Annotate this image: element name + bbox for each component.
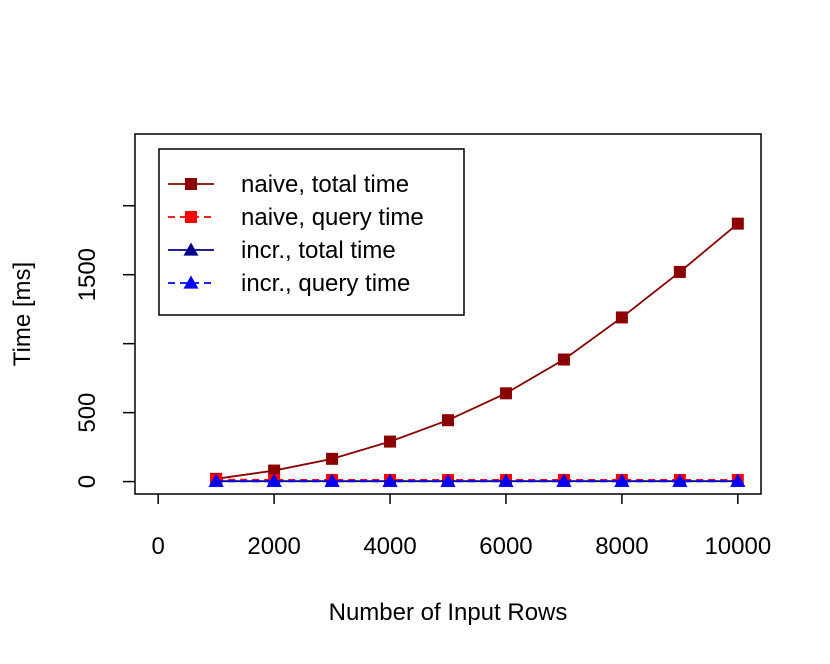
data-point <box>324 473 340 487</box>
data-point <box>673 265 686 278</box>
x-tick-label: 10000 <box>704 533 771 560</box>
y-axis: 0 500 1500 <box>74 204 135 488</box>
series-2 <box>210 473 744 486</box>
data-point <box>268 464 281 477</box>
y-tick-label: 0 <box>74 475 101 488</box>
legend-label: incr., query time <box>241 270 410 297</box>
x-tick-label: 6000 <box>479 533 532 560</box>
legend-marker <box>183 242 199 256</box>
data-point <box>266 473 282 487</box>
data-point <box>730 473 746 487</box>
legend-label: naive, query time <box>241 204 424 231</box>
legend-label: naive, total time <box>241 171 409 198</box>
legend: naive, total time naive, query time incr.,… <box>158 148 465 316</box>
data-point <box>499 387 512 400</box>
data-point <box>557 353 570 366</box>
data-point <box>556 473 572 487</box>
legend-marker <box>183 275 199 289</box>
legend-marker <box>185 211 197 223</box>
x-tick-label: 2000 <box>247 533 300 560</box>
y-tick-label: 1500 <box>74 248 101 301</box>
data-point <box>615 311 628 324</box>
series-4 <box>208 473 746 487</box>
data-point <box>672 473 688 487</box>
x-tick-label: 8000 <box>595 533 648 560</box>
legend-box <box>158 148 465 316</box>
data-point <box>498 473 514 487</box>
data-point <box>384 435 397 448</box>
y-tick-label: 500 <box>74 393 101 433</box>
legend-marker <box>185 178 197 190</box>
series-layer <box>208 217 746 487</box>
legend-label: incr., total time <box>241 237 396 264</box>
data-point <box>382 473 398 487</box>
data-point <box>326 452 339 465</box>
series-line <box>216 222 739 480</box>
x-tick-label: 0 <box>152 533 165 560</box>
x-axis-title: Number of Input Rows <box>329 599 568 626</box>
data-point <box>208 473 224 487</box>
x-tick-label: 4000 <box>363 533 416 560</box>
data-point <box>440 473 456 487</box>
y-axis-title: Time [ms] <box>9 262 36 366</box>
data-point <box>442 414 454 427</box>
data-point <box>731 217 744 230</box>
plot-frame <box>134 133 762 495</box>
x-axis: 0 2000 4000 6000 8000 10000 <box>152 494 771 560</box>
data-point <box>614 473 630 487</box>
